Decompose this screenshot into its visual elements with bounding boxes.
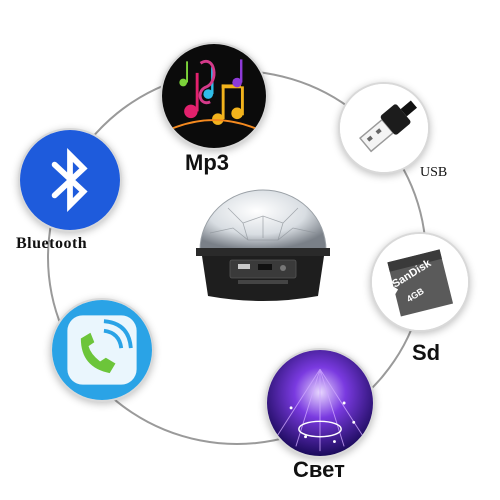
- sd-label: Sd: [412, 340, 441, 365]
- sd-card-icon: [372, 234, 468, 330]
- disco-light-icon: [267, 350, 373, 456]
- disco-ball-speaker: [188, 188, 338, 308]
- usb-label: USB: [420, 165, 448, 180]
- sd-bubble: SanDisk 4GB: [370, 232, 470, 332]
- phone-call-icon: [52, 300, 152, 400]
- bluetooth-label: Bluetooth: [16, 235, 88, 252]
- usb-bubble: [338, 82, 430, 174]
- bluetooth-bubble: [18, 128, 122, 232]
- light-bubble: [265, 348, 375, 458]
- mp3-label: Mp3: [185, 150, 229, 175]
- music-notes-icon: [162, 44, 266, 148]
- disco-ball-speaker-image: [196, 189, 330, 301]
- light-label: Свет: [293, 457, 345, 482]
- phone-bubble: [50, 298, 154, 402]
- mp3-bubble: [160, 42, 268, 150]
- usb-plug-icon: [340, 84, 428, 172]
- bluetooth-icon: [20, 130, 120, 230]
